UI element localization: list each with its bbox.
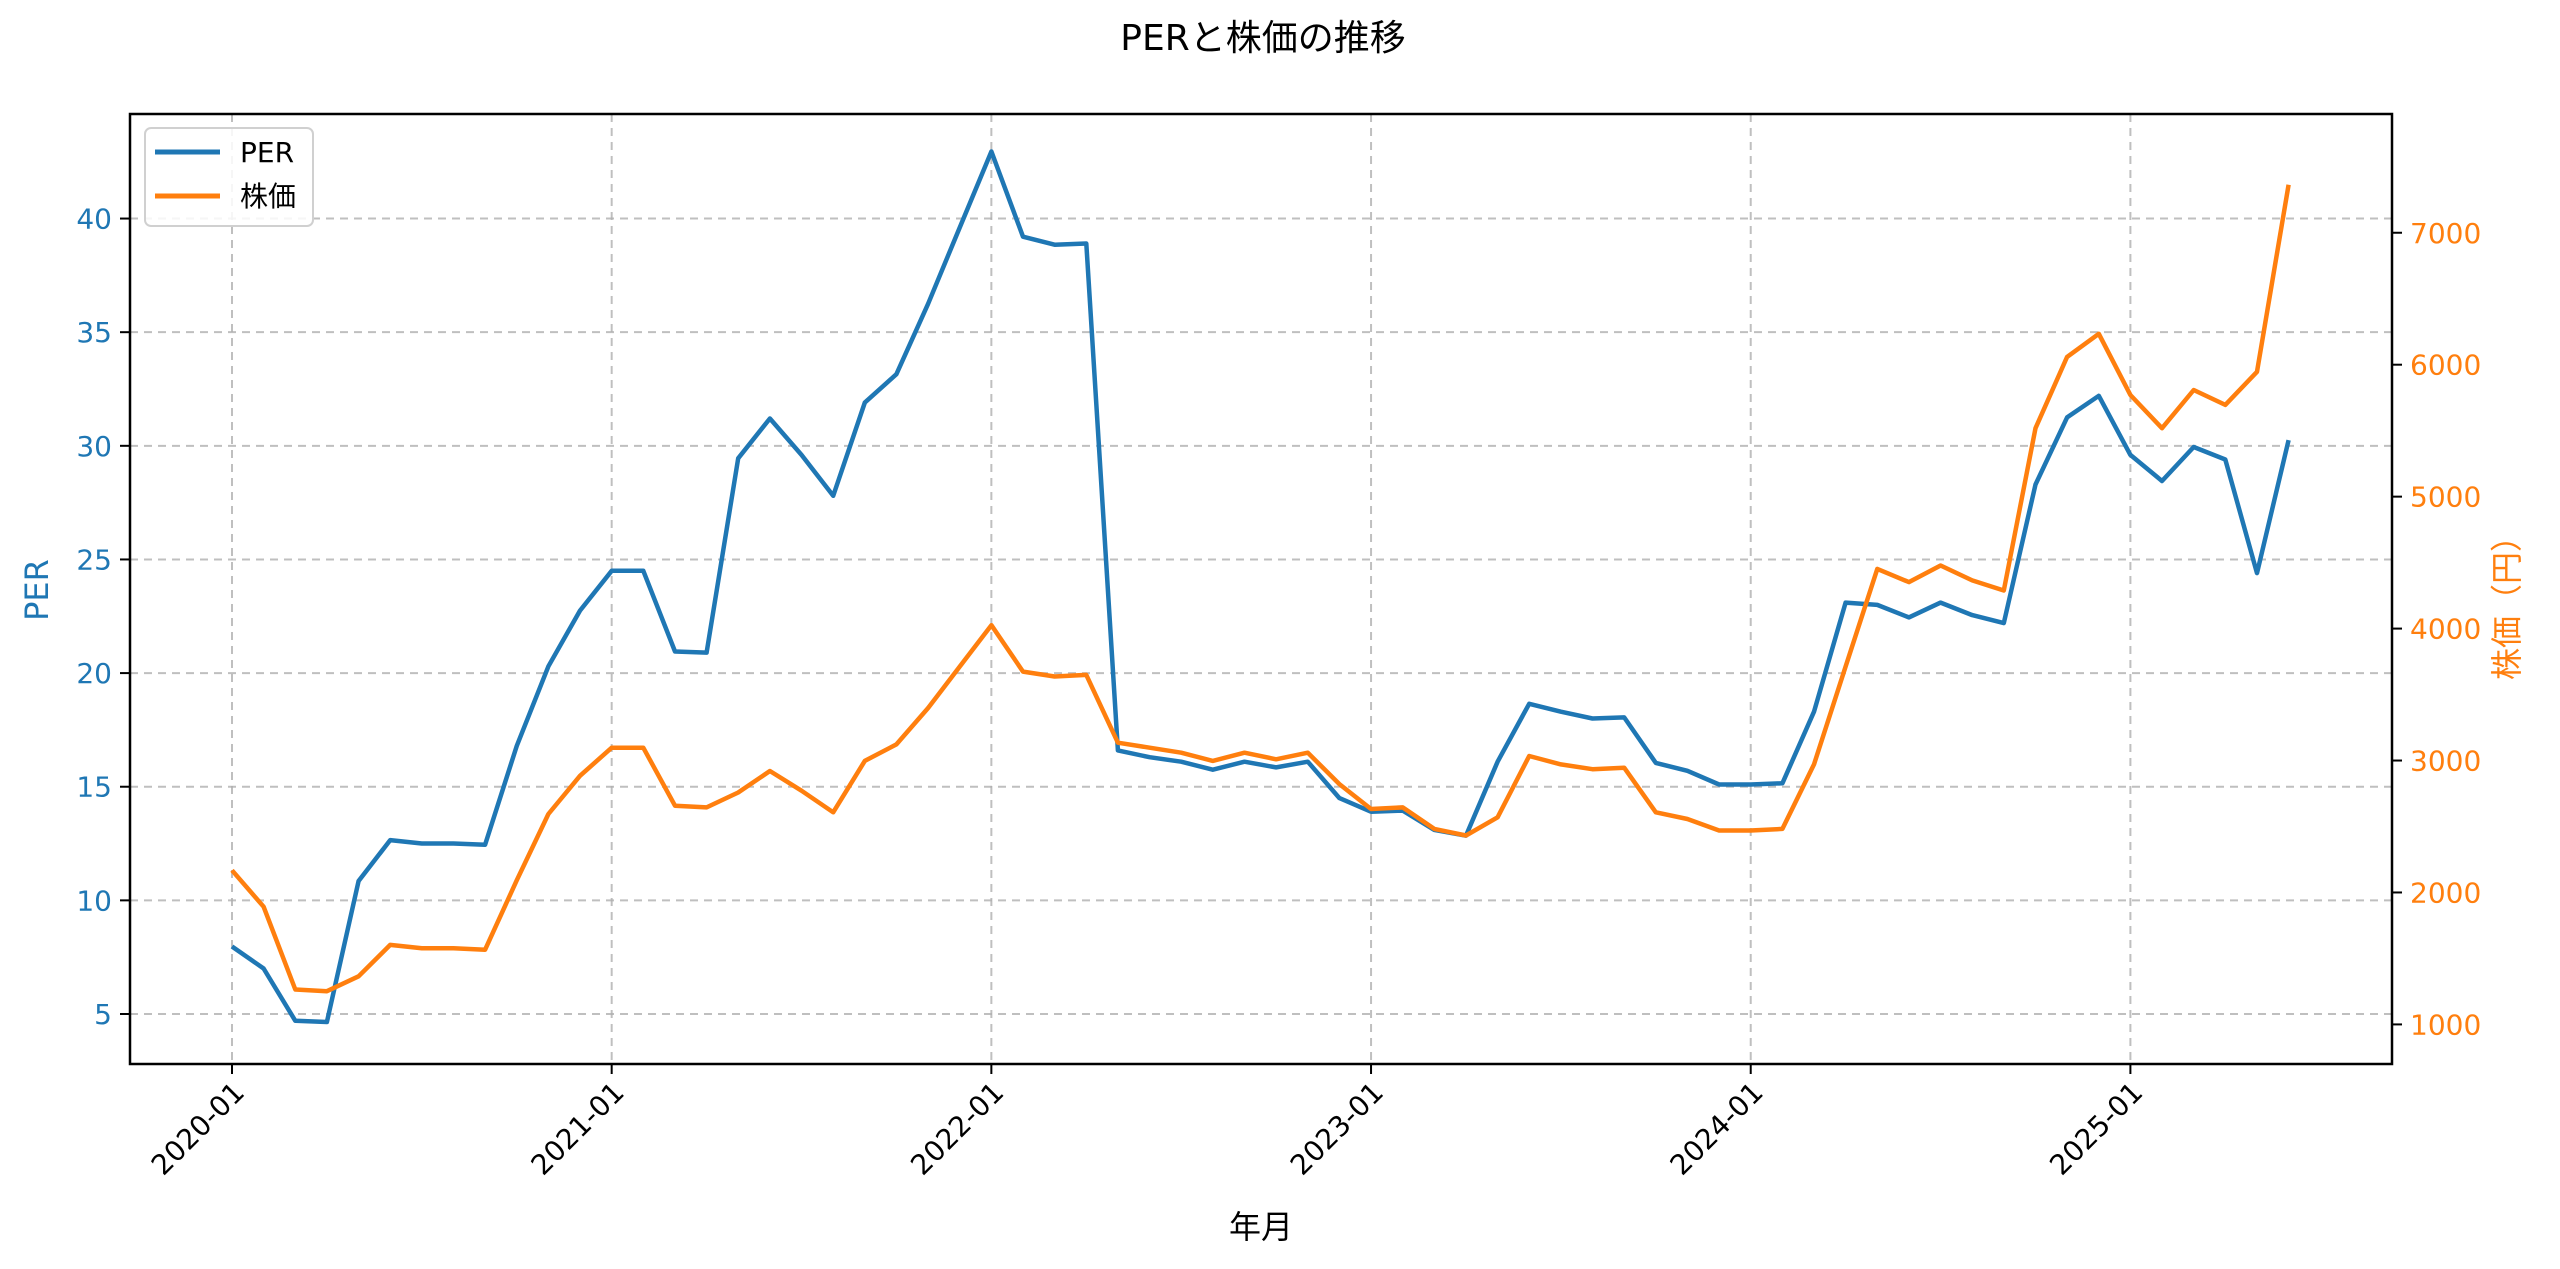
right-axis-ticks: 1000 2000 3000 4000 5000 6000 7000	[2392, 217, 2481, 1041]
left-tick-label: 35	[76, 316, 112, 349]
grid-lines	[130, 114, 2392, 1064]
left-axis-label: PER	[18, 559, 56, 621]
x-tick-label: 2024-01	[1664, 1076, 1770, 1182]
right-tick-label: 7000	[2410, 217, 2481, 250]
left-tick-label: 10	[76, 884, 112, 917]
x-axis-label: 年月	[1229, 1208, 1293, 1246]
left-tick-label: 5	[94, 998, 112, 1031]
left-tick-label: 30	[76, 430, 112, 463]
per-line	[230, 149, 2291, 1025]
right-tick-label: 1000	[2410, 1008, 2481, 1041]
x-tick-label: 2025-01	[2043, 1076, 2149, 1182]
series-lines	[230, 149, 2291, 1025]
right-tick-label: 5000	[2410, 481, 2481, 514]
left-tick-label: 25	[76, 543, 112, 576]
x-tick-label: 2023-01	[1284, 1076, 1390, 1182]
left-axis-ticks: 5 10 15 20 25 30 35 40	[76, 203, 130, 1031]
stock-price-line	[230, 184, 2291, 994]
right-tick-label: 2000	[2410, 876, 2481, 909]
left-tick-label: 20	[76, 657, 112, 690]
x-tick-label: 2021-01	[525, 1076, 631, 1182]
left-tick-label: 40	[76, 203, 112, 236]
legend-label-per: PER	[240, 136, 294, 169]
legend-label-price: 株価	[240, 180, 296, 213]
legend: PER 株価	[144, 127, 314, 227]
right-tick-label: 4000	[2410, 613, 2481, 646]
right-tick-label: 3000	[2410, 745, 2481, 778]
right-axis-label: 株価（円）	[2488, 520, 2526, 680]
chart-title: PERと株価の推移	[1120, 18, 1405, 59]
plot-frame	[128, 112, 2394, 1066]
x-tick-label: 2020-01	[145, 1076, 251, 1182]
left-tick-label: 15	[76, 771, 112, 804]
x-axis-ticks: 2020-01 2021-01 2022-01 2023-01 2024-01 2025-…	[145, 1064, 2149, 1182]
right-tick-label: 6000	[2410, 349, 2481, 382]
x-tick-label: 2022-01	[904, 1076, 1010, 1182]
